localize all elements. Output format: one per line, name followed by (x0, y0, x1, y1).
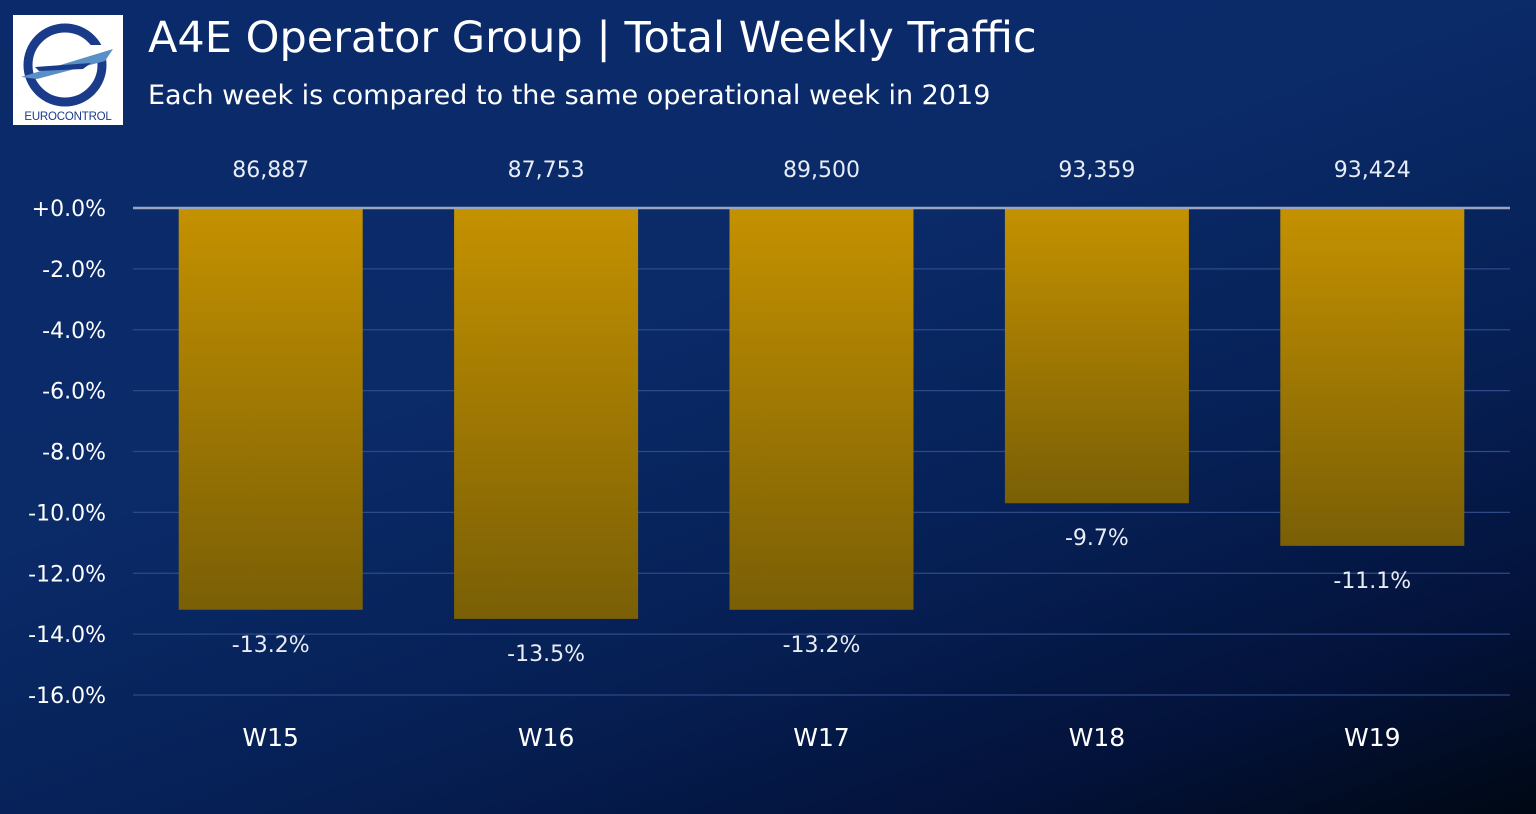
bar (729, 208, 914, 610)
total-label: 93,424 (1334, 158, 1411, 183)
labels: +0.0% -2.0% -4.0% -6.0% -8.0% -10.0% -12.0% -14… (28, 158, 1411, 752)
y-tick-label: -14.0% (28, 623, 106, 648)
bar (178, 208, 363, 610)
y-tick-label: -10.0% (28, 501, 106, 526)
value-label: -13.2% (232, 633, 310, 658)
total-label: 87,753 (508, 158, 585, 183)
x-tick-label: W18 (1069, 723, 1126, 752)
y-tick-label: +0.0% (32, 197, 106, 222)
logo-text: EUROCONTROL (24, 111, 112, 123)
bars (133, 206, 1510, 619)
total-label: 86,887 (232, 158, 309, 183)
x-tick-label: W17 (793, 723, 850, 752)
value-label: -11.1% (1333, 569, 1411, 594)
y-tick-label: -8.0% (42, 441, 106, 466)
x-tick-label: W15 (242, 723, 299, 752)
chart-subtitle: Each week is compared to the same operat… (148, 80, 991, 111)
value-label: -13.5% (507, 642, 585, 667)
x-tick-label: W16 (518, 723, 575, 752)
value-label: -9.7% (1065, 526, 1129, 551)
value-label: -13.2% (783, 633, 861, 658)
total-label: 93,359 (1058, 158, 1135, 183)
x-tick-label: W19 (1344, 723, 1401, 752)
y-tick-label: -6.0% (42, 380, 106, 405)
y-tick-label: -12.0% (28, 562, 106, 587)
bar (1004, 208, 1189, 504)
bar (1280, 208, 1465, 546)
y-tick-label: -2.0% (42, 258, 106, 283)
bar (454, 208, 639, 619)
eurocontrol-emblem-icon (21, 23, 115, 107)
y-tick-label: -16.0% (28, 684, 106, 709)
eurocontrol-logo: EUROCONTROL (13, 15, 123, 125)
total-label: 89,500 (783, 158, 860, 183)
chart-title: A4E Operator Group | Total Weekly Traffi… (148, 13, 1037, 63)
y-tick-label: -4.0% (42, 319, 106, 344)
